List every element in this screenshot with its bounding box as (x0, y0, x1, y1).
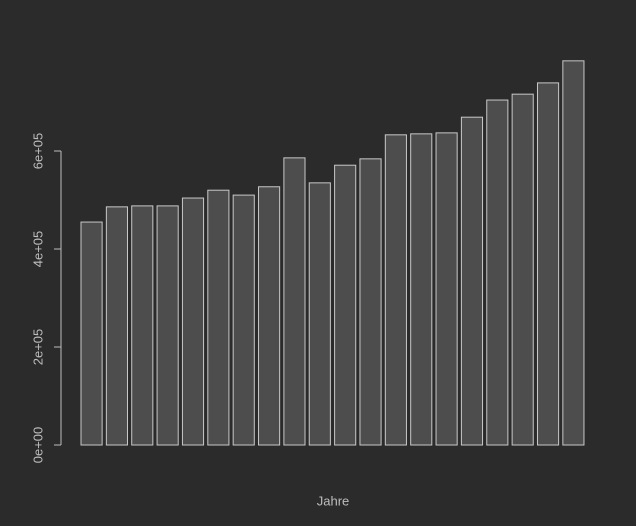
bar (562, 60, 585, 446)
bar (156, 205, 179, 446)
bar (105, 206, 128, 446)
y-tick-label: 2e+05 (30, 329, 45, 366)
bar (384, 134, 407, 446)
bar (410, 133, 433, 446)
bar (359, 158, 382, 446)
bar (460, 116, 484, 446)
bar (536, 82, 560, 446)
y-tick-label: 6e+05 (30, 133, 45, 170)
bar (131, 205, 154, 446)
bar (486, 99, 509, 446)
bar (283, 157, 306, 446)
bar (80, 221, 103, 446)
x-axis-label: Jahre (317, 493, 350, 508)
bar (207, 189, 230, 446)
bar (308, 182, 331, 446)
bar (181, 197, 205, 446)
bar (334, 164, 357, 446)
bar (511, 93, 534, 446)
y-tick-label: 0e+00 (30, 427, 45, 464)
bar (435, 132, 458, 446)
y-tick-label: 4e+05 (30, 231, 45, 268)
bar (232, 194, 255, 446)
bar (258, 186, 281, 446)
